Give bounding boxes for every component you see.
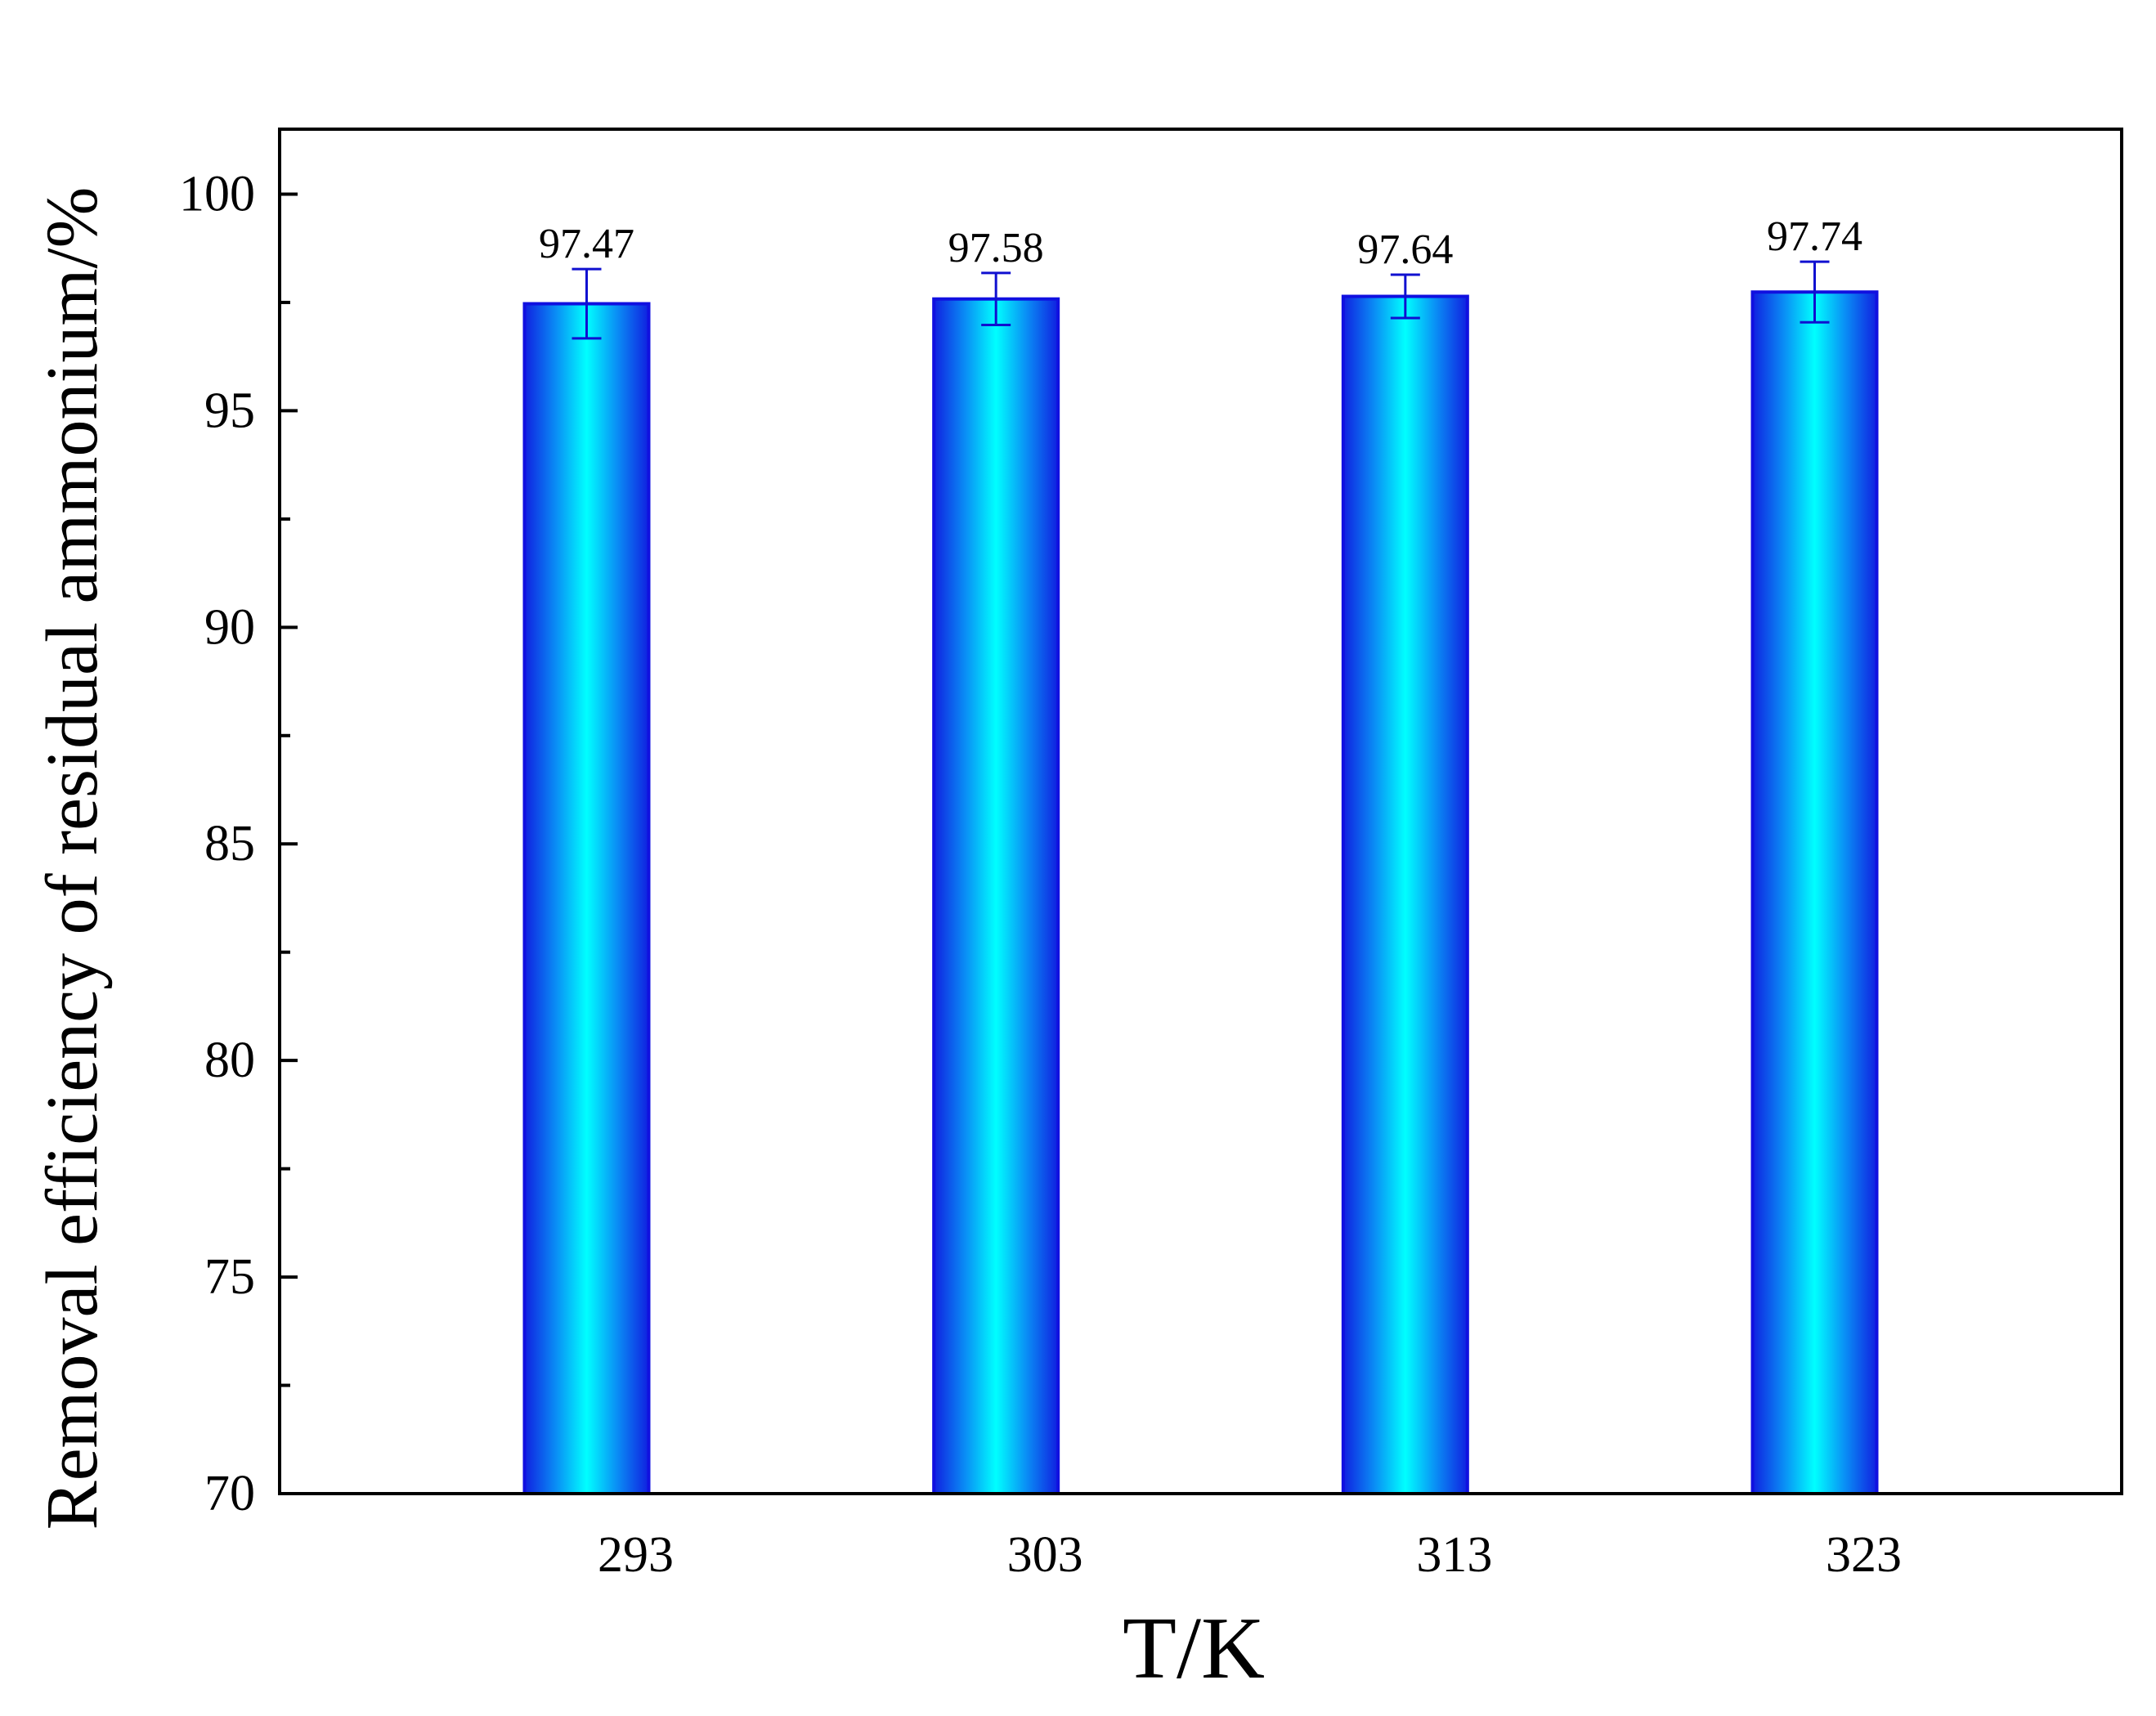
axes-layer: 70 75 80 85 90 95 100 293 303 313 323 xyxy=(179,128,2123,1583)
x-tick-label-313: 313 xyxy=(1416,1527,1492,1583)
data-label-303: 97.58 xyxy=(948,225,1044,271)
y-tick-label: 70 xyxy=(204,1466,255,1521)
data-label-323: 97.74 xyxy=(1767,213,1862,260)
y-tick-label: 85 xyxy=(204,816,255,871)
bar-293 xyxy=(522,302,651,1496)
y-tick-label: 75 xyxy=(204,1249,255,1305)
x-axis-title: T/K xyxy=(1123,1600,1265,1697)
data-labels-layer: 97.47 97.58 97.64 97.74 xyxy=(539,213,1862,273)
error-bars-layer xyxy=(571,260,1830,340)
bars-layer xyxy=(522,290,1879,1496)
bar-323 xyxy=(1750,290,1879,1495)
bar-303 xyxy=(932,297,1060,1496)
y-tick-label: 100 xyxy=(179,166,255,222)
y-tick-label: 80 xyxy=(204,1033,255,1088)
y-tick-label: 90 xyxy=(204,599,255,655)
y-axis-title: Removal efficiency of residual ammonium/… xyxy=(32,187,113,1530)
x-tick-label-323: 323 xyxy=(1826,1527,1902,1583)
bar-313 xyxy=(1341,294,1469,1496)
data-label-313: 97.64 xyxy=(1357,226,1453,273)
x-tick-label-293: 293 xyxy=(598,1527,674,1583)
data-label-293: 97.47 xyxy=(539,221,634,267)
y-tick-label: 95 xyxy=(204,383,255,438)
plot-frame xyxy=(278,128,2123,1495)
x-tick-label-303: 303 xyxy=(1007,1527,1083,1583)
